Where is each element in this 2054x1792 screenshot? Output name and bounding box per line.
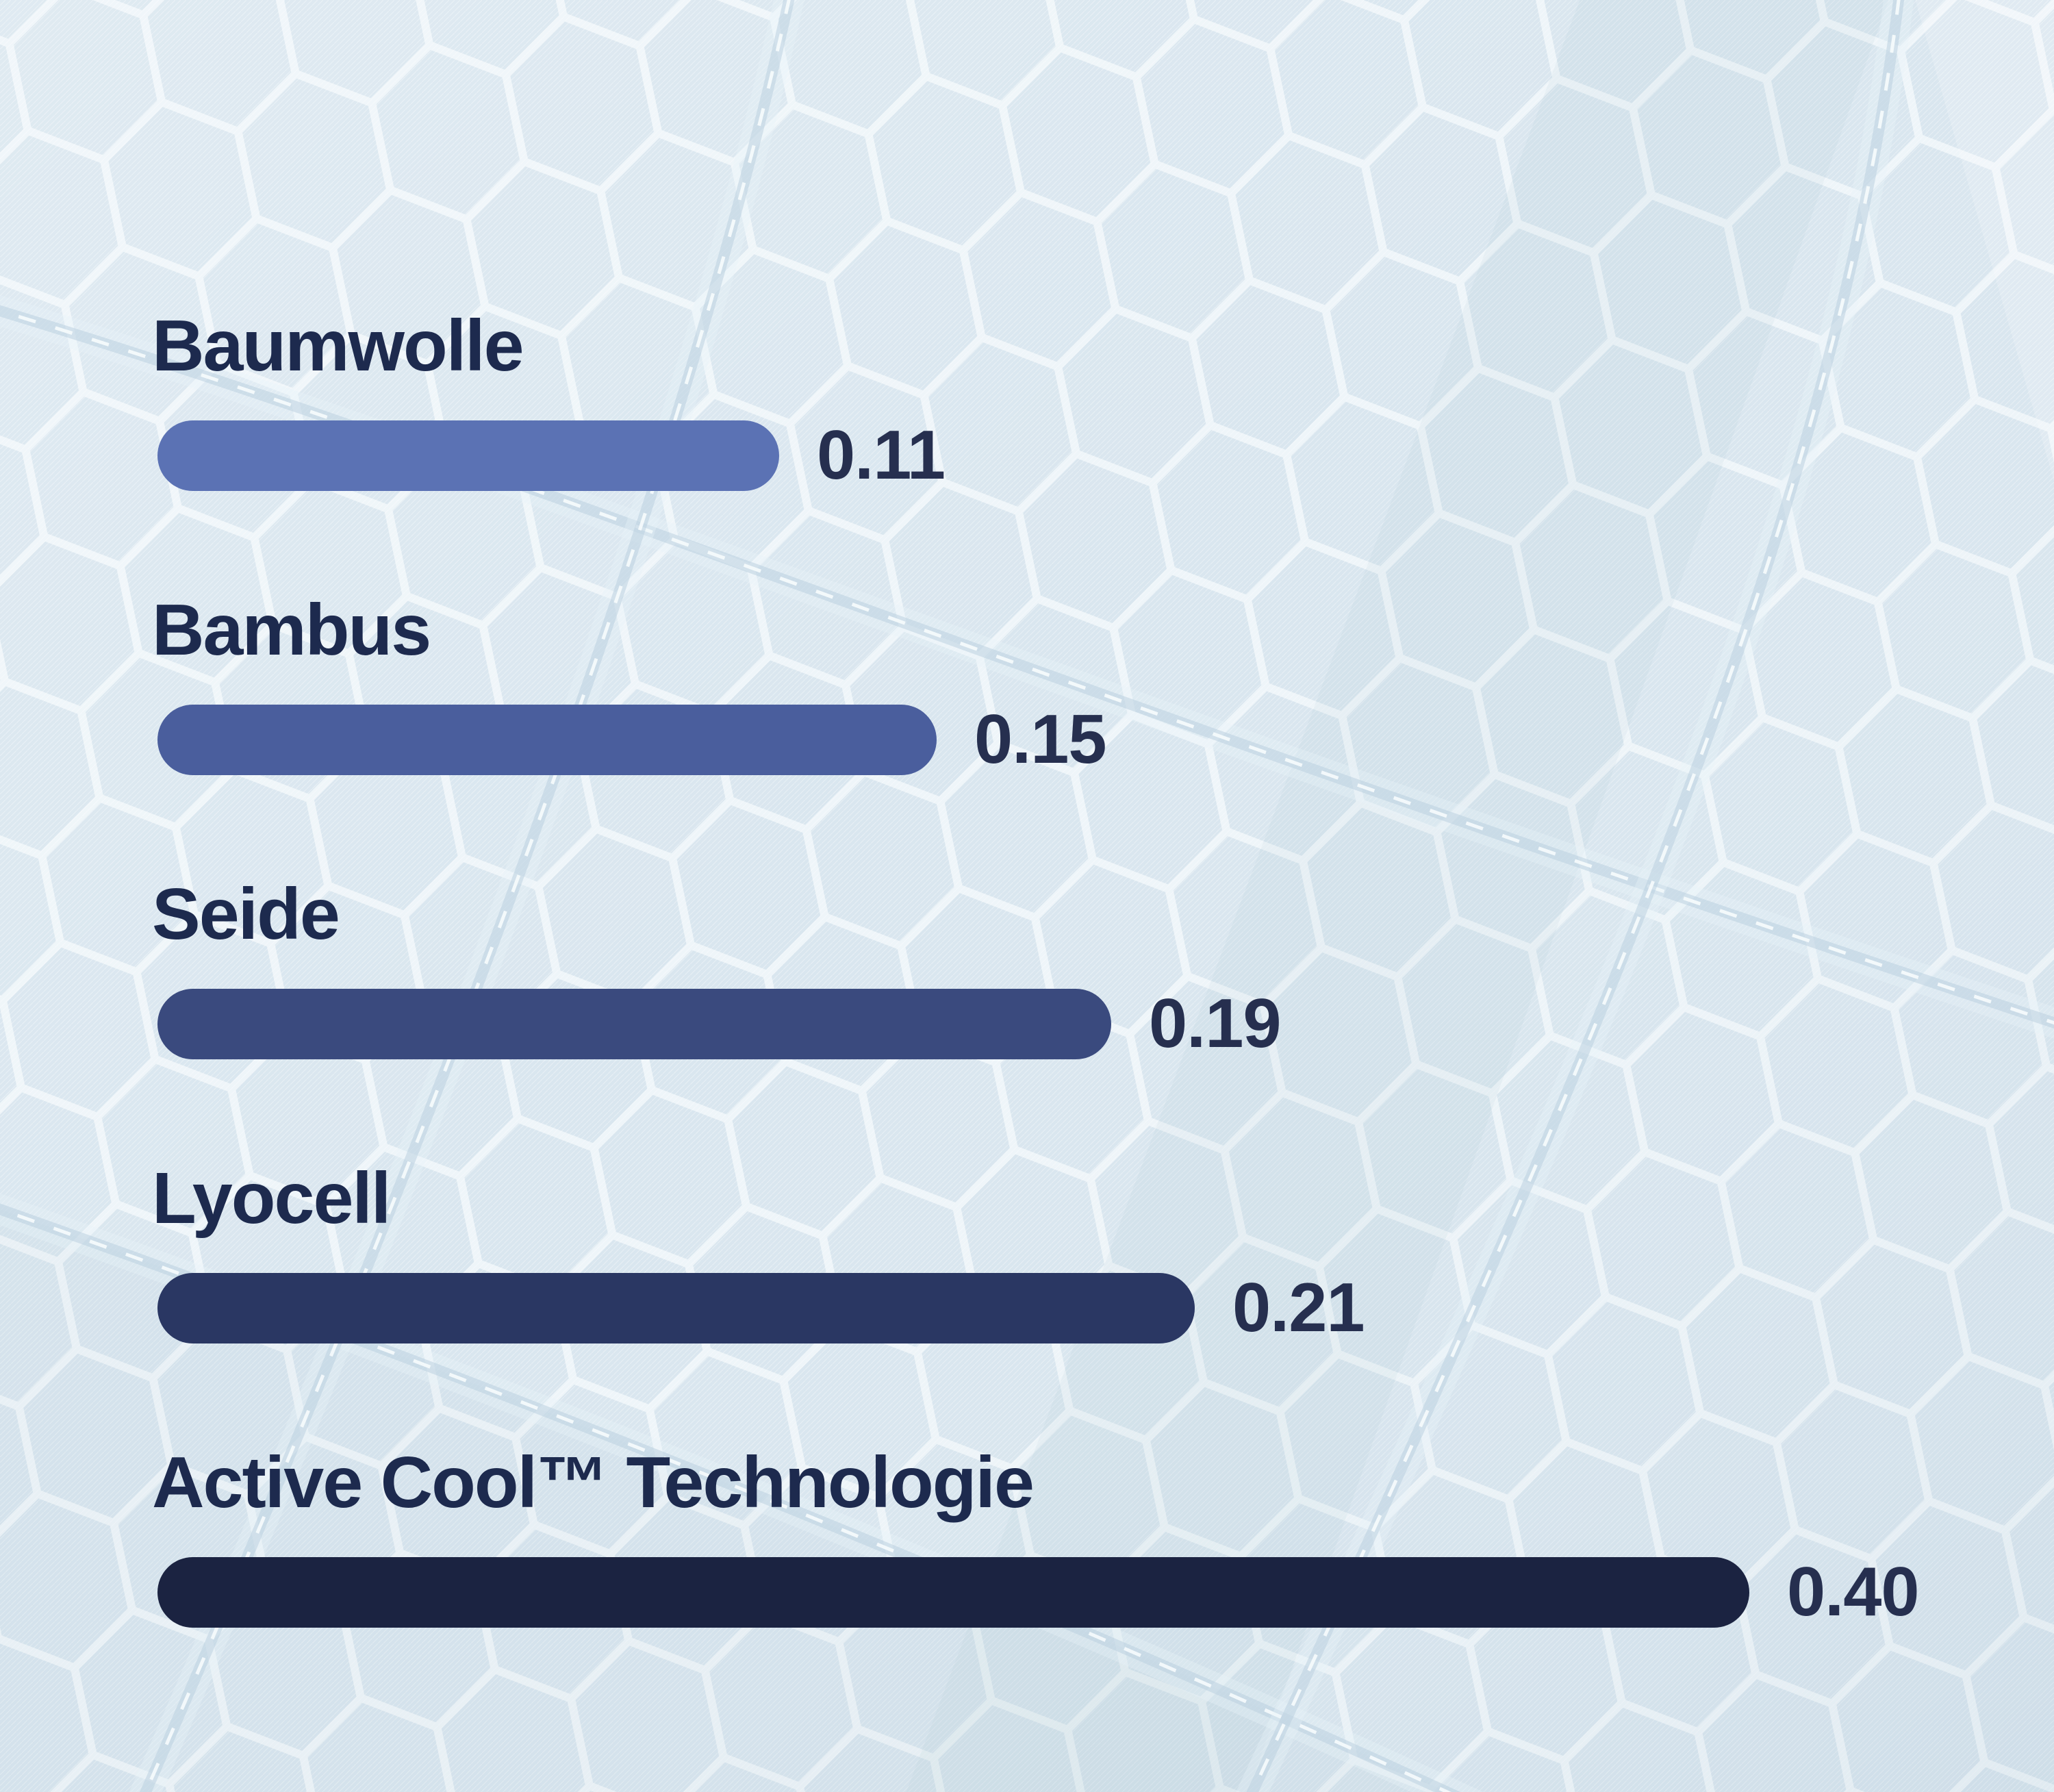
bar — [157, 420, 779, 491]
bar-category-label: Lyocell — [152, 1158, 391, 1239]
bar — [157, 989, 1111, 1059]
bar-category-label: Bambus — [152, 590, 431, 670]
chart-row: Seide 0.19 — [152, 873, 2054, 1157]
bar-value-label: 0.19 — [1149, 985, 1282, 1062]
bar-line: 0.19 — [157, 985, 1282, 1063]
bar — [157, 1273, 1195, 1343]
bar-line: 0.21 — [157, 1269, 1365, 1348]
bar-value-label: 0.40 — [1787, 1554, 1920, 1630]
bar-category-label: Seide — [152, 874, 340, 955]
chart-row: Lyocell 0.21 — [152, 1157, 2054, 1441]
bar-value-label: 0.21 — [1232, 1270, 1365, 1346]
bar-category-label: Active Cool™ Technologie — [152, 1442, 1035, 1523]
chart-row: Baumwolle 0.11 — [152, 305, 2054, 589]
bar — [157, 705, 937, 775]
bar — [157, 1557, 1749, 1628]
bar-category-label: Baumwolle — [152, 305, 524, 386]
bar-line: 0.40 — [157, 1553, 1920, 1632]
bar-value-label: 0.15 — [974, 701, 1107, 778]
bar-line: 0.11 — [157, 416, 946, 495]
bar-value-label: 0.11 — [817, 417, 946, 494]
chart-row: Bambus 0.15 — [152, 589, 2054, 873]
bar-line: 0.15 — [157, 701, 1107, 779]
chart-row: Active Cool™ Technologie 0.40 — [152, 1441, 2054, 1726]
